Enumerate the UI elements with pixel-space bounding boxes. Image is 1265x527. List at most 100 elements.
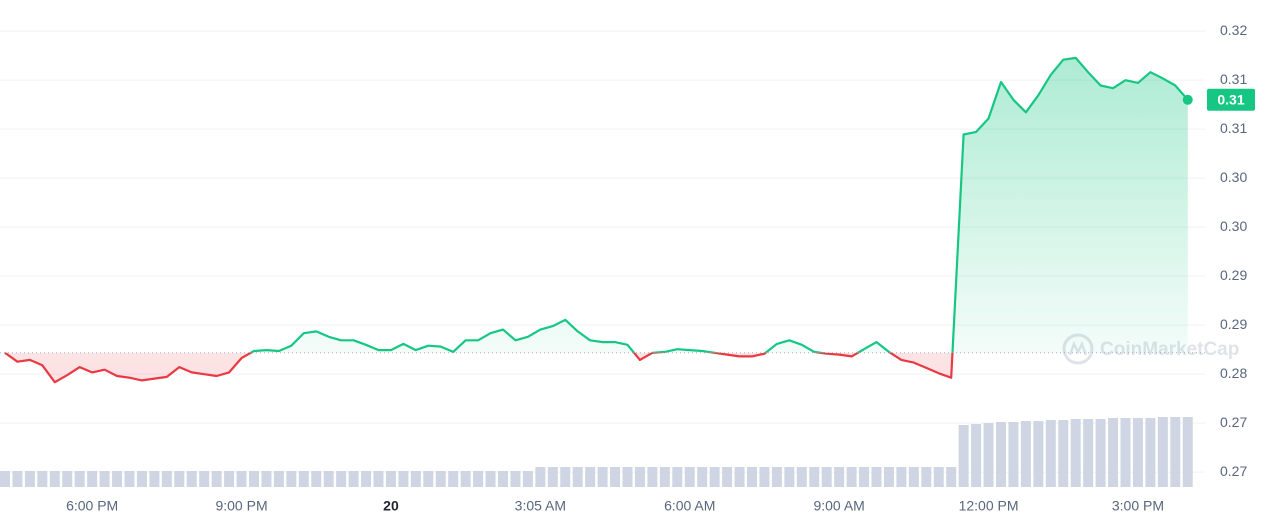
price-line-up bbox=[5, 56, 1189, 353]
volume-bar bbox=[1083, 419, 1094, 487]
volume-bar bbox=[859, 467, 870, 487]
volume-bar bbox=[385, 471, 396, 487]
y-tick-label: 0.27 bbox=[1220, 463, 1247, 479]
y-tick-label: 0.32 bbox=[1220, 22, 1247, 38]
volume-bar bbox=[610, 467, 621, 487]
volume-bar bbox=[659, 467, 670, 487]
volume-bar bbox=[958, 425, 969, 487]
last-price-label: 0.31 bbox=[1217, 91, 1244, 107]
volume-bar bbox=[647, 467, 658, 487]
volume-bar bbox=[0, 471, 10, 487]
volume-bar bbox=[323, 471, 334, 487]
volume-bar bbox=[1095, 419, 1106, 487]
volume-bar bbox=[834, 467, 845, 487]
volume-bar bbox=[12, 471, 23, 487]
volume-bar bbox=[24, 471, 35, 487]
y-tick-label: 0.27 bbox=[1220, 414, 1247, 430]
volume-bar bbox=[1132, 418, 1143, 487]
volume-bar bbox=[1157, 417, 1168, 487]
volume-bar bbox=[572, 467, 583, 487]
volume-bar bbox=[74, 471, 85, 487]
volume-bar bbox=[684, 467, 695, 487]
volume-bar bbox=[709, 467, 720, 487]
volume-bar bbox=[298, 471, 309, 487]
volume-bar bbox=[1145, 418, 1156, 487]
y-tick-label: 0.31 bbox=[1220, 120, 1247, 136]
volume-bar bbox=[286, 471, 297, 487]
volume-bar bbox=[759, 467, 770, 487]
volume-bar bbox=[149, 471, 160, 487]
x-tick-label: 12:00 PM bbox=[959, 498, 1019, 514]
volume-bar bbox=[784, 467, 795, 487]
volume-bar bbox=[336, 471, 347, 487]
volume-bar bbox=[348, 471, 359, 487]
y-tick-label: 0.30 bbox=[1220, 218, 1247, 234]
volume-bar bbox=[946, 467, 957, 487]
volume-bar bbox=[1120, 418, 1131, 487]
volume-bar bbox=[423, 471, 434, 487]
volume-bar bbox=[597, 467, 608, 487]
x-tick-label: 3:00 PM bbox=[1112, 498, 1164, 514]
volume-bar bbox=[460, 471, 471, 487]
volume-bar bbox=[535, 467, 546, 487]
volume-bar bbox=[1070, 419, 1081, 487]
volume-bar bbox=[921, 467, 932, 487]
x-tick-label: 3:05 AM bbox=[515, 498, 566, 514]
volume-bar bbox=[933, 467, 944, 487]
volume-bar bbox=[771, 467, 782, 487]
price-line-down bbox=[4, 352, 954, 384]
volume-bar bbox=[361, 471, 372, 487]
volume-bar bbox=[398, 471, 409, 487]
volume-bar bbox=[37, 471, 48, 487]
volume-bar bbox=[1170, 417, 1181, 487]
last-price-dot bbox=[1182, 94, 1193, 105]
volume-bar bbox=[747, 467, 757, 487]
y-tick-label: 0.31 bbox=[1220, 71, 1247, 87]
volume-bar bbox=[871, 467, 882, 487]
volume-bar bbox=[522, 471, 533, 487]
volume-bar bbox=[697, 467, 708, 487]
volume-bar bbox=[585, 467, 596, 487]
volume-bar bbox=[273, 471, 284, 487]
volume-bar bbox=[161, 471, 172, 487]
area-up bbox=[250, 57, 1188, 353]
volume-bar bbox=[821, 467, 832, 487]
volume-bar bbox=[1045, 420, 1056, 487]
volume-bar bbox=[199, 471, 210, 487]
volume-bar bbox=[547, 467, 558, 487]
volume-bar bbox=[174, 471, 185, 487]
volume-bar bbox=[971, 424, 982, 487]
volume-bar bbox=[672, 467, 683, 487]
volume-bar bbox=[435, 471, 446, 487]
volume-bar bbox=[498, 471, 508, 487]
x-tick-label: 6:00 PM bbox=[66, 498, 118, 514]
volume-bar bbox=[112, 471, 123, 487]
last-price-badge bbox=[1207, 88, 1255, 111]
volume-bar bbox=[124, 471, 135, 487]
volume-bar bbox=[622, 467, 633, 487]
volume-bar bbox=[1020, 421, 1031, 487]
volume-bar bbox=[261, 471, 272, 487]
volume-bar bbox=[473, 471, 484, 487]
volume-bar bbox=[734, 467, 745, 487]
volume-bar bbox=[846, 467, 857, 487]
x-tick-label: 9:00 PM bbox=[215, 498, 267, 514]
volume-bar bbox=[1182, 417, 1193, 487]
volume-bar bbox=[62, 471, 73, 487]
volume-bar bbox=[1033, 421, 1044, 487]
x-tick-label: 20 bbox=[383, 498, 399, 514]
volume-bar bbox=[560, 467, 571, 487]
volume-bar bbox=[87, 471, 98, 487]
y-tick-label: 0.29 bbox=[1220, 267, 1247, 283]
volume-bar bbox=[186, 471, 197, 487]
y-tick-label: 0.29 bbox=[1220, 316, 1247, 332]
volume-bar bbox=[211, 471, 222, 487]
x-tick-label: 9:00 AM bbox=[813, 498, 864, 514]
volume-bar bbox=[1008, 422, 1019, 487]
volume-bar bbox=[722, 467, 733, 487]
volume-bar bbox=[373, 471, 384, 487]
volume-bar bbox=[485, 471, 496, 487]
volume-bar bbox=[908, 467, 919, 487]
